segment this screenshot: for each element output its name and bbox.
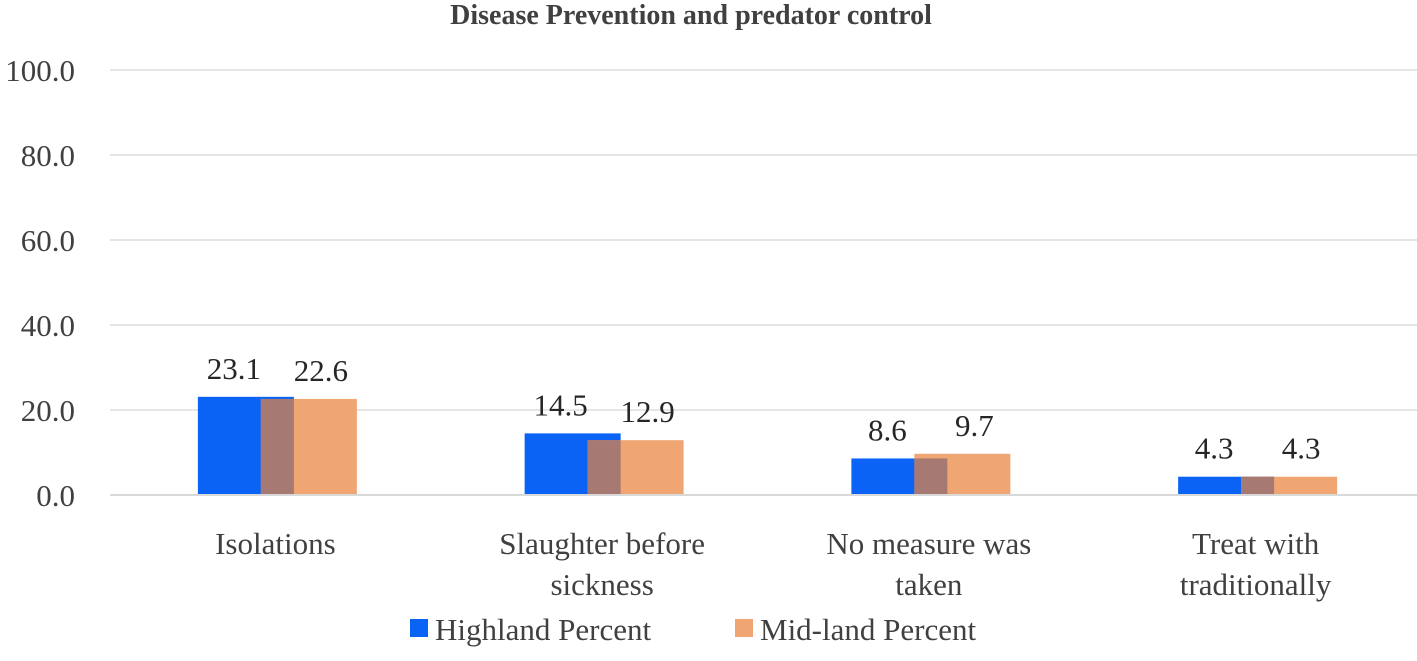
bar-overlap <box>914 458 948 495</box>
x-category-label: Slaughter before <box>499 526 705 561</box>
x-category-label: traditionally <box>1180 567 1332 602</box>
x-category-label: taken <box>895 567 963 602</box>
legend-swatch-highland <box>410 619 428 637</box>
chart-title: Disease Prevention and predator control <box>450 0 932 31</box>
data-label-highland: 23.1 <box>207 351 261 386</box>
x-category-label: sickness <box>550 567 653 602</box>
data-label-midland: 9.7 <box>955 408 994 443</box>
data-labels: 23.1 22.6 14.5 12.9 8.6 9.7 4.3 4.3 <box>207 351 1321 466</box>
legend-label-highland: Highland Percent <box>435 612 651 647</box>
y-tick-label: 60.0 <box>21 223 75 258</box>
y-tick-label: 20.0 <box>21 393 75 428</box>
legend: Highland Percent Mid-land Percent <box>410 612 976 647</box>
x-category-label: Treat with <box>1192 526 1320 561</box>
bars <box>197 396 1338 495</box>
gridlines <box>110 69 1417 411</box>
data-label-highland: 4.3 <box>1195 431 1234 466</box>
data-label-midland: 4.3 <box>1282 431 1321 466</box>
y-tick-label: 100.0 <box>5 53 75 88</box>
x-axis-categories: Isolations Slaughter before sickness No mea… <box>215 526 1332 602</box>
data-label-highland: 8.6 <box>868 412 907 447</box>
legend-swatch-midland <box>735 619 753 637</box>
bar-overlap <box>260 398 294 495</box>
bar-overlap <box>587 440 621 495</box>
legend-label-midland: Mid-land Percent <box>760 612 976 647</box>
y-tick-label: 0.0 <box>36 478 75 513</box>
y-tick-label: 40.0 <box>21 308 75 343</box>
data-label-midland: 12.9 <box>621 394 675 429</box>
data-label-highland: 14.5 <box>534 387 588 422</box>
x-category-label: No measure was <box>826 526 1031 561</box>
bar-overlap <box>1241 476 1275 495</box>
x-category-label: Isolations <box>215 526 336 561</box>
y-tick-label: 80.0 <box>21 138 75 173</box>
y-axis-ticks: 0.0 20.0 40.0 60.0 80.0 100.0 <box>5 53 75 513</box>
data-label-midland: 22.6 <box>294 353 348 388</box>
